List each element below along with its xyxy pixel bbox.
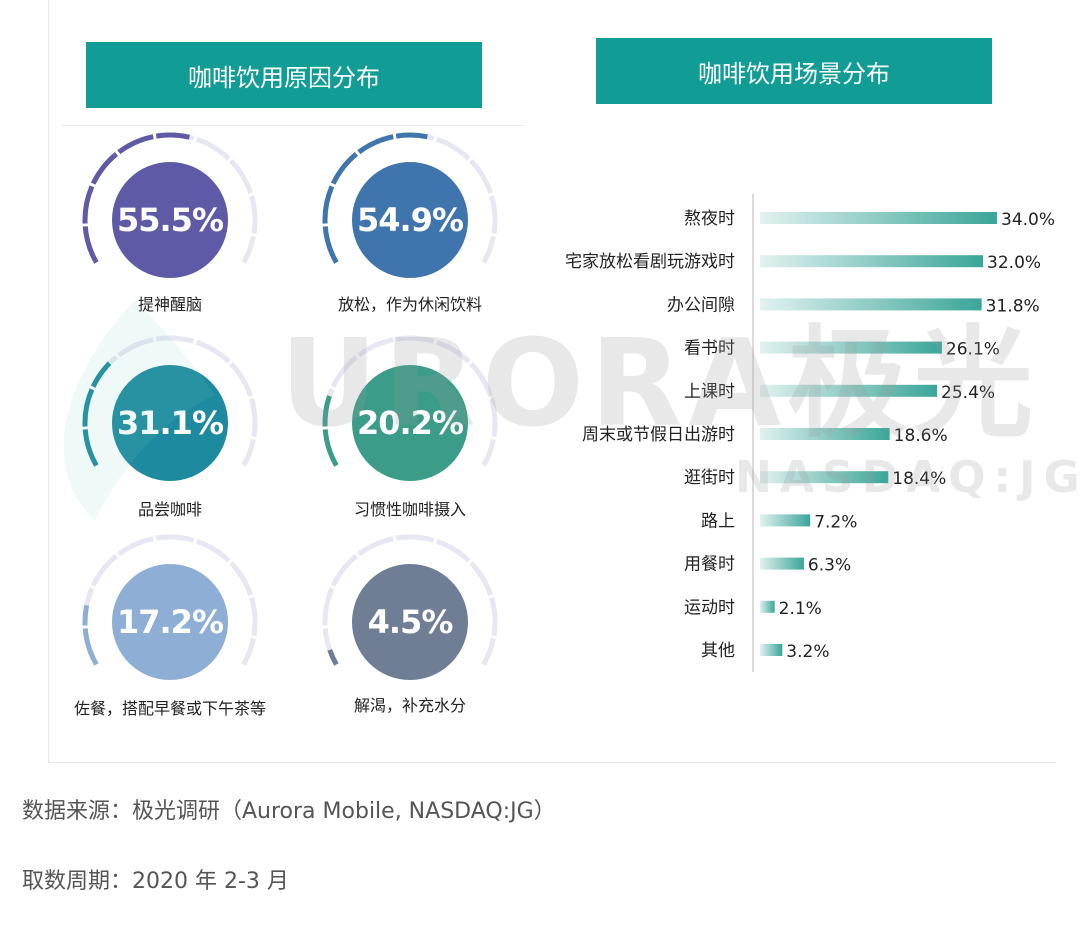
gauge-label: 放松，作为休闲饮料 [337,295,483,314]
gauge-5: 4.5% [310,522,510,722]
gauge-ring [82,335,258,481]
gauge-disc [352,365,468,481]
gauge-1: 54.9% [310,120,510,320]
bar-value-label: 18.6% [894,426,948,446]
gauge-value: 17.2% [116,603,224,641]
gauge-value-arc [82,361,112,467]
scenes-title-text: 咖啡饮用场景分布 [698,59,890,88]
data-period-note: 取数周期：2020 年 2-3 月 [22,869,289,894]
gauge-disc [352,162,468,278]
gauge-ring [322,132,498,278]
bar-category-label: 周末或节假日出游时 [582,425,735,445]
data-source-note: 数据来源：极光调研（Aurora Mobile, NASDAQ:JG） [22,799,556,824]
bar [760,557,804,570]
bar-category-label: 其他 [701,641,735,661]
bar-value-label: 26.1% [946,340,1000,360]
gauge-value: 55.5% [116,201,224,239]
bar [760,341,942,354]
bar-category-label: 办公间隙 [667,295,735,315]
bar [760,212,997,224]
bar-value-label: 3.2% [786,642,829,662]
gauge-label: 佐餐，搭配早餐或下午茶等 [73,699,267,718]
bar-category-label: 用餐时 [684,555,735,575]
reasons-panel-title: 咖啡饮用原因分布 [86,42,482,108]
gauge-ring [82,132,258,278]
bar-value-label: 25.4% [941,383,995,403]
gauge-ring [82,534,258,680]
reasons-title-text: 咖啡饮用原因分布 [188,63,380,92]
bar-category-label: 看书时 [684,339,735,359]
gauge-4: 17.2% [70,522,270,722]
bar-value-label: 7.2% [814,512,857,532]
gauge-value: 4.5% [367,603,454,641]
gauge-value-arc [322,132,428,264]
gauge-disc [112,365,228,481]
gauge-value-arc [82,132,190,264]
gauge-ring [322,335,498,481]
chart-frame [48,0,1056,763]
gauge-2: 31.1% [70,323,270,523]
bar-value-label: 6.3% [808,556,851,576]
gauge-disc [112,564,228,680]
gauge-label: 品尝咖啡 [137,500,203,519]
bar [760,384,938,397]
bar-value-label: 31.8% [986,296,1040,316]
bar [760,644,783,656]
gauge-ring [322,534,498,680]
bar [760,298,982,311]
divider [62,125,524,126]
scene-bar-chart: 熬夜时 34.0% 宅家放松看剧玩游戏时 32.0% 办公间隙 31.8% 看书时 26.1%… [565,194,1055,672]
gauge-disc [112,162,228,278]
bar [760,428,890,440]
bar-category-label: 逛街时 [684,468,735,488]
bar-category-label: 运动时 [684,598,735,618]
bar [760,471,889,484]
bar-category-label: 上课时 [684,382,735,402]
bar-value-label: 18.4% [892,469,946,489]
gauge-value: 54.9% [356,201,464,239]
bar-value-label: 2.1% [779,599,822,619]
gauge-value: 31.1% [116,404,224,442]
gauge-label: 习惯性咖啡摄入 [353,500,467,519]
gauge-value-arc [82,604,99,666]
gauge-value-arc [322,395,339,467]
gauge-3: 20.2% [310,323,510,523]
bar [760,600,775,613]
scenes-panel-title: 咖啡饮用场景分布 [596,38,992,104]
gauge-track [322,534,498,666]
gauge-label: 解渴，补充水分 [353,696,467,715]
bar-value-label: 34.0% [1001,210,1055,230]
gauge-value: 20.2% [356,404,464,442]
bar-category-label: 路上 [701,511,735,531]
bar-category-label: 宅家放松看剧玩游戏时 [565,252,735,272]
gauge-label: 提神醒脑 [137,295,203,314]
bar-category-label: 熬夜时 [684,208,735,229]
gauge-0: 55.5% [70,120,270,320]
bar-value-label: 32.0% [987,253,1041,273]
gauge-disc [352,564,468,680]
bar [760,255,984,268]
gauge-value-arc [327,649,339,666]
bar [760,514,811,527]
